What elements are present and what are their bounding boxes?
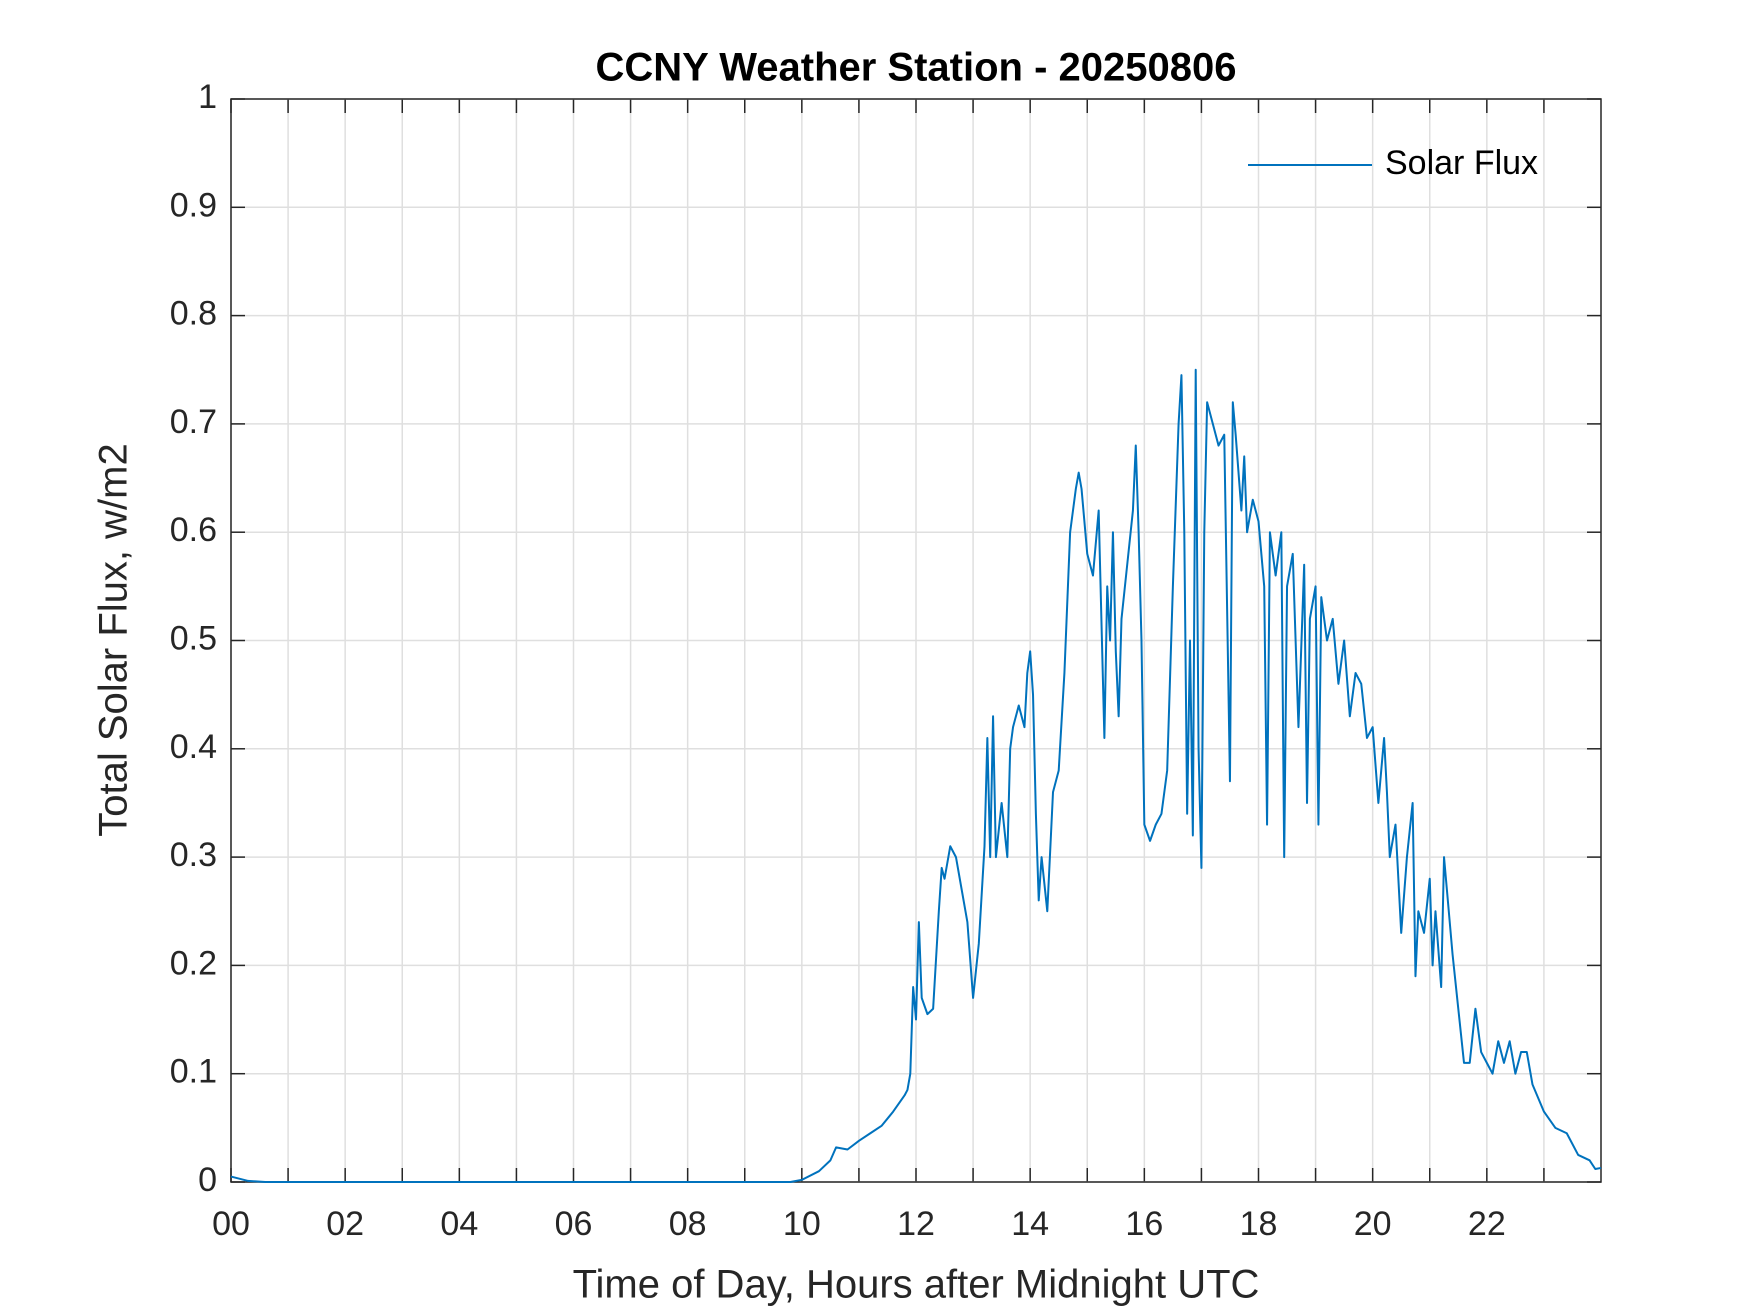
x-tick-label: 10 — [783, 1205, 821, 1243]
x-tick-label: 14 — [1011, 1205, 1049, 1243]
y-tick-label: 0.9 — [170, 186, 217, 224]
y-tick-label: 0.8 — [170, 295, 217, 333]
x-tick-label: 00 — [212, 1205, 250, 1243]
y-tick-label: 0 — [198, 1161, 217, 1199]
x-axis-label: Time of Day, Hours after Midnight UTC — [573, 1263, 1260, 1307]
y-tick-label: 0.4 — [170, 728, 217, 766]
x-tick-label: 02 — [326, 1205, 364, 1243]
x-tick-label: 06 — [555, 1205, 593, 1243]
chart-title: CCNY Weather Station - 20250806 — [596, 46, 1237, 90]
y-axis-label: Total Solar Flux, w/m2 — [92, 443, 136, 836]
legend-label: Solar Flux — [1385, 144, 1538, 182]
y-tick-label: 0.1 — [170, 1053, 217, 1091]
x-tick-label: 22 — [1468, 1205, 1506, 1243]
x-tick-label: 20 — [1354, 1205, 1392, 1243]
y-tick-label: 0.2 — [170, 944, 217, 982]
y-tick-label: 0.6 — [170, 511, 217, 549]
y-tick-label: 0.7 — [170, 403, 217, 441]
x-tick-label: 04 — [440, 1205, 478, 1243]
y-tick-label: 0.3 — [170, 836, 217, 874]
y-tick-label: 1 — [198, 78, 217, 116]
x-tick-label: 16 — [1125, 1205, 1163, 1243]
plot-frame — [230, 98, 1602, 1183]
data-line — [230, 368, 1602, 1183]
x-tick-label: 08 — [669, 1205, 707, 1243]
x-tick-label: 18 — [1240, 1205, 1278, 1243]
x-tick-label: 12 — [897, 1205, 935, 1243]
y-tick-label: 0.5 — [170, 619, 217, 657]
